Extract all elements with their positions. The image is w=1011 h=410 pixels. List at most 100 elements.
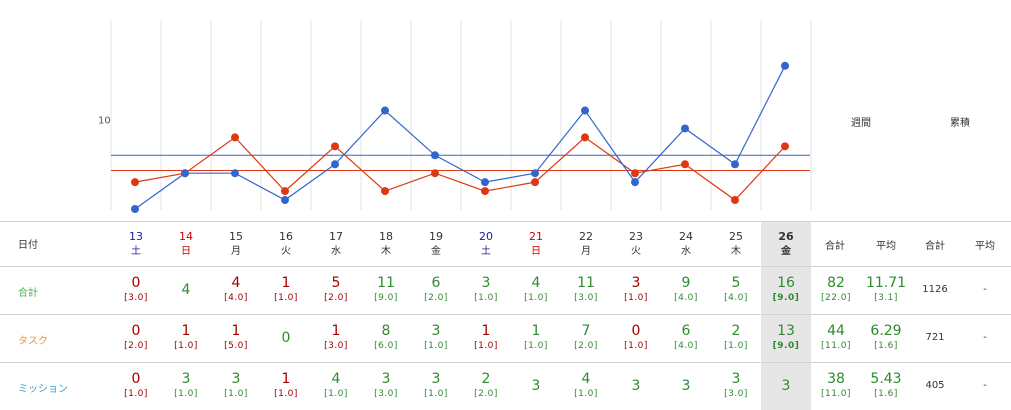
cell-sub-value: [1.6] <box>874 341 898 351</box>
date-header-16: 16 火 <box>261 229 311 259</box>
cell-sub-value: [3.0] <box>324 341 348 351</box>
cell-value: 5 <box>731 275 741 291</box>
table-cell: 3 [1.0] <box>411 323 461 352</box>
weekly-total-cell: 44 [11.0] <box>811 323 861 352</box>
table-cell: 0 [1.0] <box>111 371 161 400</box>
data-point <box>731 196 739 205</box>
weekly-total-cell: 38 [11.0] <box>811 371 861 400</box>
weekday-label: 日 <box>531 246 541 257</box>
weekday-label: 火 <box>281 246 291 257</box>
cell-value: 2 <box>481 371 491 387</box>
date-header-14: 14 日 <box>161 229 211 259</box>
table-cell: 4 [1.0] <box>561 371 611 400</box>
date-header-21: 21 日 <box>511 229 561 259</box>
cumulative-average-cell: - <box>983 332 987 343</box>
table-cell: 2 [1.0] <box>711 323 761 352</box>
data-point <box>581 106 589 115</box>
weekday-label: 水 <box>681 246 691 257</box>
table-cell: 3 <box>761 378 811 395</box>
cell-sub-value: [1.0] <box>274 389 298 399</box>
cell-value: 38 <box>827 371 845 387</box>
table-cell: 0 <box>261 330 311 347</box>
cell-sub-value: [1.0] <box>324 389 348 399</box>
cell-sub-value: [9.0] <box>772 293 800 303</box>
row-label: タスク <box>18 336 48 347</box>
cell-value: 11 <box>577 275 595 291</box>
date-header-18: 18 木 <box>361 229 411 259</box>
table-cell: 6 [4.0] <box>661 323 711 352</box>
cell-sub-value: [22.0] <box>820 293 852 303</box>
weekly-total-header: 合計 <box>825 241 845 252</box>
table-cell: 11 [9.0] <box>361 275 411 304</box>
data-point <box>531 169 539 178</box>
row-label: ミッション <box>18 384 68 395</box>
table-cell: 3 [1.0] <box>461 275 511 304</box>
cell-value: 1 <box>231 323 241 339</box>
row-divider <box>0 266 1011 267</box>
cell-value: 9 <box>681 275 691 291</box>
cell-value: 3 <box>631 275 641 291</box>
table-cell: 16 [9.0] <box>761 275 811 304</box>
cell-value: 0 <box>631 323 641 339</box>
cell-value: 3 <box>231 371 241 387</box>
cell-value: 3 <box>731 371 741 387</box>
cell-value: 1 <box>281 371 291 387</box>
table-cell: 3 <box>661 378 711 395</box>
cumulative-average-cell: - <box>983 380 987 391</box>
data-point <box>681 160 689 169</box>
row-divider <box>0 221 1011 222</box>
table-cell: 1 [1.0] <box>261 371 311 400</box>
table-cell: 0 [3.0] <box>111 275 161 304</box>
cell-sub-value: [3.0] <box>574 293 598 303</box>
table-cell: 3 [1.0] <box>611 275 661 304</box>
data-point <box>381 106 389 115</box>
cell-value: 2 <box>731 323 741 339</box>
table-cell: 5 [4.0] <box>711 275 761 304</box>
date-label-header: 日付 <box>18 240 38 251</box>
cell-sub-value: [3.0] <box>124 293 148 303</box>
cell-sub-value: [1.0] <box>174 341 198 351</box>
data-point <box>181 169 189 178</box>
table-cell: 1 [1.0] <box>511 323 561 352</box>
cell-value: 16 <box>777 275 795 291</box>
cell-value: 1 <box>281 275 291 291</box>
cell-value: 3 <box>631 378 641 394</box>
table-cell: 8 [6.0] <box>361 323 411 352</box>
weekday-label: 土 <box>481 246 491 257</box>
date-header-26: 26 金 <box>761 229 811 259</box>
weekday-label: 水 <box>331 246 341 257</box>
cell-sub-value: [1.6] <box>874 389 898 399</box>
cell-sub-value: [9.0] <box>772 341 800 351</box>
date-header-25: 25 木 <box>711 229 761 259</box>
cell-sub-value: [1.0] <box>424 341 448 351</box>
cumulative-total-cell: 721 <box>925 332 945 343</box>
table-cell: 1 [1.0] <box>261 275 311 304</box>
cell-value: 4 <box>231 275 241 291</box>
weekday-label: 金 <box>781 246 791 257</box>
cell-value: 11 <box>377 275 395 291</box>
weekday-label: 木 <box>381 246 391 257</box>
date-header-19: 19 金 <box>411 229 461 259</box>
cell-sub-value: [2.0] <box>124 341 148 351</box>
weekly-average-header: 平均 <box>876 241 896 252</box>
cell-sub-value: [1.0] <box>524 293 548 303</box>
table-cell: 1 [1.0] <box>461 323 511 352</box>
cell-value: 6.29 <box>870 323 902 339</box>
row-label: 合計 <box>18 288 38 299</box>
date-number: 17 <box>329 230 343 243</box>
cell-value: 44 <box>827 323 845 339</box>
table-cell: 6 [2.0] <box>411 275 461 304</box>
cell-sub-value: [4.0] <box>674 341 698 351</box>
cell-sub-value: [4.0] <box>724 293 748 303</box>
table-cell: 3 [1.0] <box>161 371 211 400</box>
cell-value: 3 <box>481 275 491 291</box>
date-number: 25 <box>729 230 743 243</box>
date-number: 18 <box>379 230 393 243</box>
cell-value: 82 <box>827 275 845 291</box>
table-cell: 7 [2.0] <box>561 323 611 352</box>
table-cell: 2 [2.0] <box>461 371 511 400</box>
date-number: 22 <box>579 230 593 243</box>
cell-sub-value: [11.0] <box>820 389 852 399</box>
date-header-15: 15 月 <box>211 229 261 259</box>
table-cell: 0 [2.0] <box>111 323 161 352</box>
